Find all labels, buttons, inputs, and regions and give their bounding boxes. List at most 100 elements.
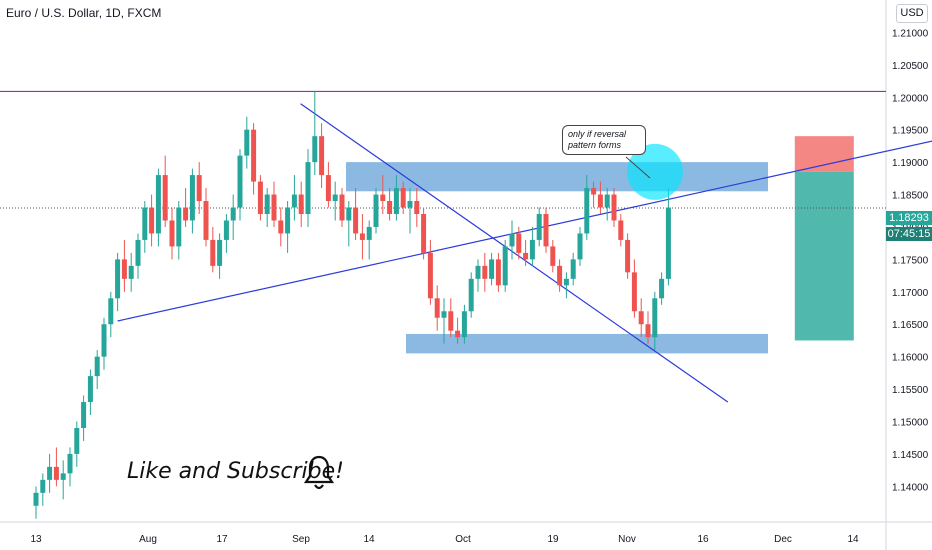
candle-body [529, 239, 535, 260]
candle-body [652, 298, 658, 338]
candle-body [631, 272, 637, 312]
candle-body [339, 194, 345, 221]
candle-body [495, 259, 501, 286]
stop-zone [794, 136, 854, 172]
candle-body [325, 175, 331, 202]
candle-body [149, 207, 155, 234]
candle-body [67, 453, 73, 474]
candle-body [421, 213, 427, 253]
candle-body [101, 324, 107, 357]
candle-body [264, 194, 270, 214]
candle-body [618, 220, 624, 240]
candle-body [359, 233, 365, 240]
countdown-label: 07:45:15 [886, 227, 932, 241]
candle-body [237, 155, 243, 208]
time-tick-label: Dec [774, 534, 792, 545]
support-zone [406, 333, 768, 354]
price-tick-label: 1.19000 [892, 158, 929, 169]
candle-body [468, 278, 474, 312]
candle-body [312, 136, 318, 163]
candle-body [407, 201, 413, 208]
candle-body [461, 311, 467, 338]
price-tick-label: 1.15000 [892, 417, 929, 428]
candle-body [298, 194, 304, 214]
time-tick-label: Aug [139, 534, 157, 545]
price-tick-label: 1.14000 [892, 482, 929, 493]
candle-body [543, 213, 549, 247]
candle-body [604, 194, 610, 208]
candle-body [115, 259, 121, 299]
candle-body [285, 207, 291, 234]
candle-body [577, 233, 583, 260]
candle-body [305, 162, 311, 214]
candle-body [353, 207, 359, 234]
candle-body [196, 175, 202, 202]
price-tick-label: 1.20500 [892, 61, 929, 72]
candle-body [230, 207, 236, 221]
candle-body [121, 259, 127, 279]
candle-body [87, 376, 93, 403]
price-tick-label: 1.18500 [892, 191, 929, 202]
candle-body [74, 427, 80, 454]
currency-button[interactable]: USD [896, 4, 928, 23]
candle-body [176, 207, 182, 247]
time-tick-label: 17 [216, 534, 228, 545]
candle-body [271, 194, 277, 221]
candle-body [128, 265, 134, 279]
candle-body [47, 466, 53, 480]
candle-body [625, 239, 631, 273]
candle-body [441, 311, 447, 318]
time-tick-label: Oct [455, 534, 471, 545]
price-tick-label: 1.19500 [892, 126, 929, 137]
last-price-label: 1.18293 [886, 211, 932, 225]
candle-body [135, 239, 141, 266]
time-tick-label: 16 [697, 534, 709, 545]
candle-body [516, 233, 522, 253]
candle-body [380, 194, 386, 202]
candle-body [33, 492, 39, 506]
candle-body [550, 246, 556, 266]
candle-body [611, 194, 617, 221]
price-tick-label: 1.21000 [892, 28, 929, 39]
candle-body [489, 259, 495, 279]
candle-body [427, 252, 433, 299]
candle-body [291, 194, 297, 208]
candle-body [475, 265, 481, 279]
candle-body [366, 226, 372, 240]
candle-body [563, 278, 569, 286]
candle-body [257, 181, 263, 214]
time-tick-label: 14 [363, 534, 375, 545]
price-tick-label: 1.15500 [892, 385, 929, 396]
candle-body [155, 175, 161, 234]
price-tick-label: 1.16000 [892, 353, 929, 364]
annotation-note[interactable]: only if reversal pattern forms [562, 125, 646, 155]
candle-body [346, 207, 352, 221]
candle-body [142, 207, 148, 240]
candle-body [251, 129, 257, 182]
candle-body [94, 356, 100, 377]
breakout-circle [627, 143, 683, 200]
time-tick-label: 19 [547, 534, 559, 545]
rising-trendline [117, 140, 932, 322]
candle-body [169, 220, 175, 247]
target-zone [794, 171, 854, 341]
candle-body [108, 298, 114, 325]
candle-body [665, 207, 671, 279]
candle-body [523, 252, 529, 260]
candle-body [223, 220, 229, 240]
chart-title: Euro / U.S. Dollar, 1D, FXCM [6, 6, 162, 20]
candle-body [434, 298, 440, 318]
candle-body [319, 136, 325, 176]
bell-icon [304, 455, 334, 490]
candle-body [203, 201, 209, 240]
note-pointer [625, 156, 651, 179]
price-tick-label: 1.20000 [892, 93, 929, 104]
candle-body [597, 194, 603, 208]
candle-body [162, 175, 168, 221]
candle-body [645, 324, 651, 338]
falling-trendline [300, 103, 729, 403]
candle-body [373, 194, 379, 227]
candle-body [570, 259, 576, 279]
candle-body [81, 402, 87, 428]
